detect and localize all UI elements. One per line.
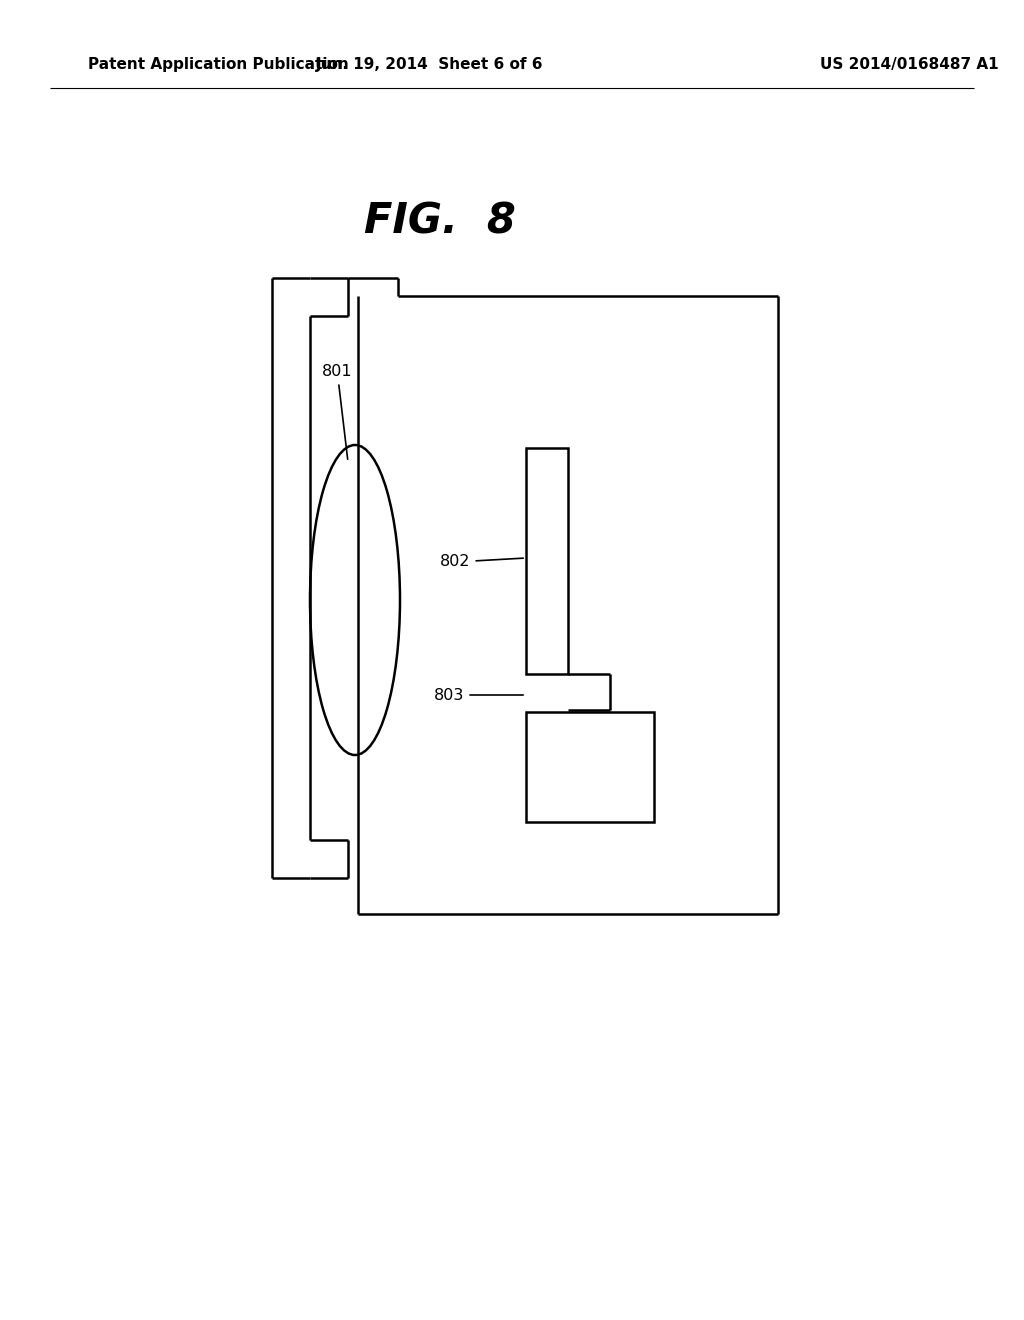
Bar [526, 711, 654, 822]
Text: Patent Application Publication: Patent Application Publication [88, 58, 349, 73]
Text: 802: 802 [440, 554, 523, 569]
Text: 803: 803 [434, 688, 523, 702]
Text: Jun. 19, 2014  Sheet 6 of 6: Jun. 19, 2014 Sheet 6 of 6 [316, 58, 544, 73]
Bar [526, 447, 568, 675]
Text: FIG.  8: FIG. 8 [365, 201, 516, 243]
Text: 801: 801 [322, 364, 352, 459]
Text: US 2014/0168487 A1: US 2014/0168487 A1 [820, 58, 998, 73]
